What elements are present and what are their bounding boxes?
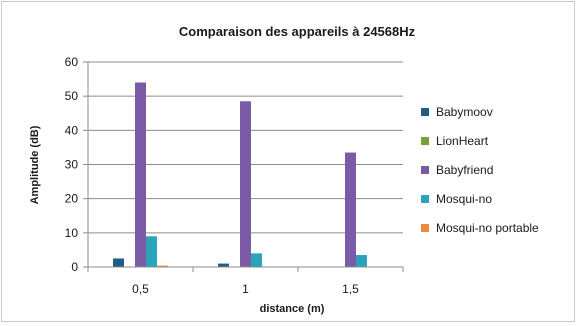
bar bbox=[146, 236, 157, 267]
legend-label: Babyfriend bbox=[436, 163, 493, 177]
legend-label: Mosqui-no portable bbox=[436, 221, 539, 235]
bar bbox=[218, 263, 229, 267]
legend-swatch bbox=[421, 108, 429, 116]
bar bbox=[251, 253, 262, 267]
legend-label: Babymoov bbox=[436, 105, 493, 119]
y-tick-label: 0 bbox=[71, 260, 78, 274]
y-axis-title: Amplitude (dB) bbox=[29, 125, 41, 204]
legend-label: Mosqui-no bbox=[436, 192, 492, 206]
bars bbox=[113, 82, 367, 268]
bar bbox=[356, 255, 367, 267]
bar bbox=[113, 258, 124, 267]
axes: 0 10 20 30 40 50 60 0,5 1 1,5 bbox=[65, 55, 404, 296]
x-tick-label: 0,5 bbox=[132, 282, 149, 296]
y-tick-label: 40 bbox=[65, 123, 79, 137]
legend-swatch bbox=[421, 224, 429, 232]
x-tick-label: 1 bbox=[242, 282, 249, 296]
y-tick-label: 30 bbox=[65, 158, 79, 172]
bar bbox=[157, 265, 168, 267]
bar bbox=[345, 152, 356, 267]
bar bbox=[135, 82, 146, 267]
chart-frame bbox=[1, 1, 575, 322]
x-axis-title: distance (m) bbox=[260, 303, 325, 315]
legend-swatch bbox=[421, 137, 429, 145]
legend-swatch bbox=[421, 166, 429, 174]
y-tick-label: 20 bbox=[65, 192, 79, 206]
legend-label: LionHeart bbox=[436, 134, 489, 148]
y-tick-label: 10 bbox=[65, 226, 79, 240]
x-tick-label: 1,5 bbox=[342, 282, 359, 296]
y-tick-label: 60 bbox=[65, 55, 79, 69]
chart-title: Comparaison des appareils à 24568Hz bbox=[179, 24, 416, 39]
bar bbox=[240, 101, 251, 268]
legend-swatch bbox=[421, 195, 429, 203]
y-tick-label: 50 bbox=[65, 89, 79, 103]
legend: Babymoov LionHeart Babyfriend Mosqui-no Mosq… bbox=[421, 105, 539, 235]
